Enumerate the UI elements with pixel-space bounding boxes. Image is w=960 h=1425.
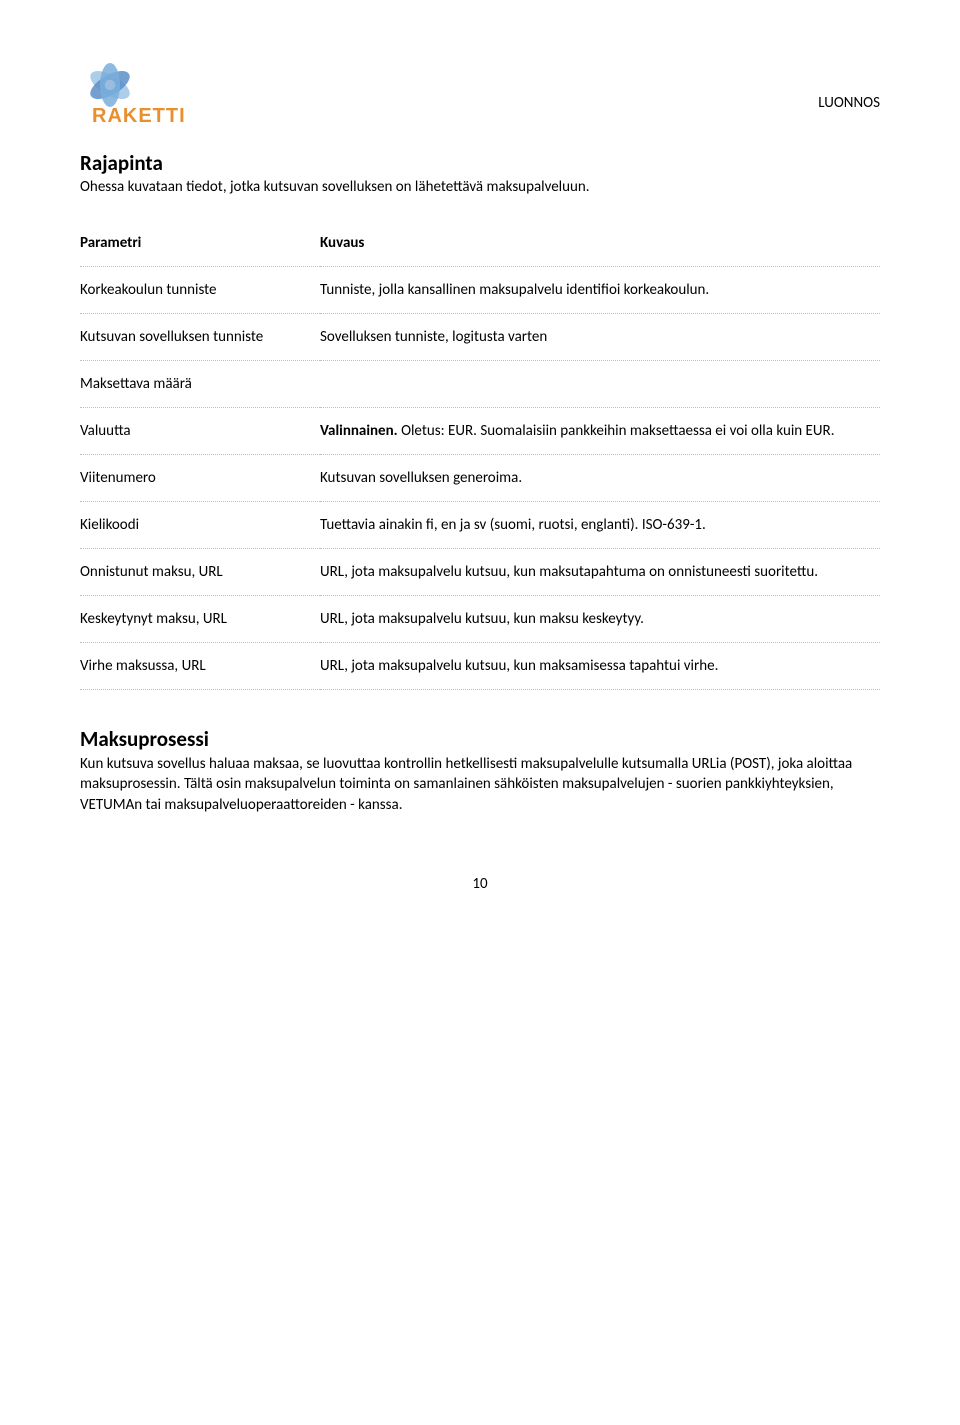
param-desc: URL, jota maksupalvelu kutsuu, kun maksu…: [320, 549, 880, 596]
section-body: Kun kutsuva sovellus haluaa maksaa, se l…: [80, 754, 880, 815]
param-desc: URL, jota maksupalvelu kutsuu, kun maksu…: [320, 596, 880, 643]
table-header-col1: Parametri: [80, 220, 320, 267]
param-desc-bold: Valinnainen.: [320, 422, 398, 440]
table-row: Onnistunut maksu, URL URL, jota maksupal…: [80, 549, 880, 596]
header-row: RAKETTI LUONNOS: [80, 60, 880, 130]
table-row: Viitenumero Kutsuvan sovelluksen generoi…: [80, 455, 880, 502]
param-name: Korkeakoulun tunniste: [80, 267, 320, 314]
param-name: Viitenumero: [80, 455, 320, 502]
table-row: Korkeakoulun tunniste Tunniste, jolla ka…: [80, 267, 880, 314]
table-row: Kielikoodi Tuettavia ainakin fi, en ja s…: [80, 502, 880, 549]
param-name: Keskeytynyt maksu, URL: [80, 596, 320, 643]
brand-logo: RAKETTI: [80, 60, 240, 130]
param-name: Kutsuvan sovelluksen tunniste: [80, 314, 320, 361]
param-name: Maksettava määrä: [80, 361, 320, 408]
param-desc: URL, jota maksupalvelu kutsuu, kun maksa…: [320, 643, 880, 690]
page-number: 10: [80, 875, 880, 893]
svg-text:RAKETTI: RAKETTI: [92, 105, 186, 127]
param-desc: Tuettavia ainakin fi, en ja sv (suomi, r…: [320, 502, 880, 549]
page-container: RAKETTI LUONNOS Rajapinta Ohessa kuvataa…: [0, 0, 960, 933]
param-desc: Valinnainen. Oletus: EUR. Suomalaisiin p…: [320, 408, 880, 455]
param-desc: Tunniste, jolla kansallinen maksupalvelu…: [320, 267, 880, 314]
table-row: Virhe maksussa, URL URL, jota maksupalve…: [80, 643, 880, 690]
draft-label: LUONNOS: [818, 94, 880, 112]
table-row: Maksettava määrä: [80, 361, 880, 408]
param-name: Kielikoodi: [80, 502, 320, 549]
section-title-rajapinta: Rajapinta: [80, 150, 880, 176]
param-name: Valuutta: [80, 408, 320, 455]
table-header-row: Parametri Kuvaus: [80, 220, 880, 267]
table-header-col2: Kuvaus: [320, 220, 880, 267]
param-desc: Sovelluksen tunniste, logitusta varten: [320, 314, 880, 361]
param-desc: Kutsuvan sovelluksen generoima.: [320, 455, 880, 502]
param-desc-rest: Oletus: EUR. Suomalaisiin pankkeihin mak…: [398, 422, 835, 440]
table-row: Kutsuvan sovelluksen tunniste Sovellukse…: [80, 314, 880, 361]
parameter-table: Parametri Kuvaus Korkeakoulun tunniste T…: [80, 220, 880, 690]
section-intro: Ohessa kuvataan tiedot, jotka kutsuvan s…: [80, 178, 880, 196]
table-row: Valuutta Valinnainen. Oletus: EUR. Suoma…: [80, 408, 880, 455]
param-name: Virhe maksussa, URL: [80, 643, 320, 690]
param-desc: [320, 361, 880, 408]
param-name: Onnistunut maksu, URL: [80, 549, 320, 596]
section-title-maksuprosessi: Maksuprosessi: [80, 726, 880, 752]
table-row: Keskeytynyt maksu, URL URL, jota maksupa…: [80, 596, 880, 643]
